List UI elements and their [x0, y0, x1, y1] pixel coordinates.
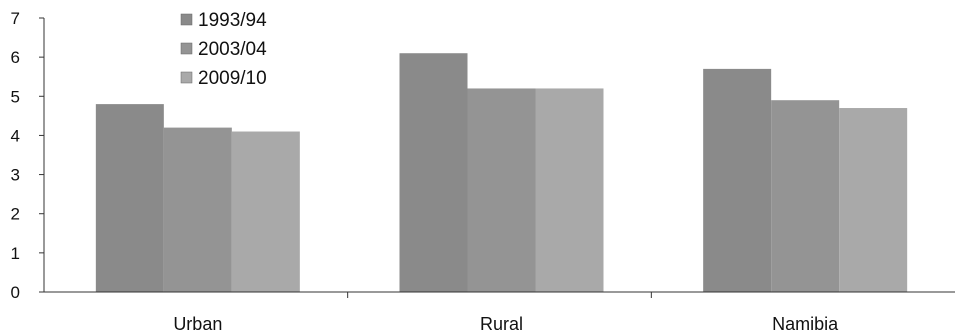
legend-swatch — [180, 42, 193, 55]
bar-namibia-2009-10 — [839, 108, 908, 293]
x-labels-group: Urban Rural Namibia — [173, 292, 839, 334]
y-tick-label: 0 — [11, 283, 20, 302]
bar-rural-2009-10 — [535, 88, 604, 292]
bar-urban-2009-10 — [231, 131, 300, 292]
legend: 1993/94 2003/04 2009/10 — [180, 10, 267, 89]
bar-namibia-2003-04 — [771, 100, 840, 292]
y-tick-label: 2 — [11, 205, 20, 224]
legend-swatch — [180, 13, 193, 26]
y-tick-label: 3 — [11, 166, 20, 185]
legend-label: 2003/04 — [198, 39, 267, 60]
legend-swatch — [180, 71, 193, 84]
x-category-label: Namibia — [772, 314, 839, 334]
bars-group — [95, 53, 908, 293]
axes-group — [43, 18, 955, 293]
bar-urban-1993-94 — [95, 104, 164, 292]
y-tick-label: 1 — [11, 244, 20, 263]
bar-urban-2003-04 — [163, 127, 232, 292]
y-tick-label: 4 — [11, 126, 20, 145]
y-ticks-group: 0 1 2 3 4 5 6 7 — [11, 9, 44, 302]
bar-rural-2003-04 — [467, 88, 536, 292]
y-tick-label: 5 — [11, 87, 20, 106]
x-category-label: Urban — [173, 314, 222, 334]
y-tick-label: 7 — [11, 9, 20, 28]
x-category-label: Rural — [480, 314, 523, 334]
y-tick-label: 6 — [11, 48, 20, 67]
legend-label: 1993/94 — [198, 10, 267, 31]
bar-rural-1993-94 — [399, 53, 468, 292]
bar-namibia-1993-94 — [703, 68, 772, 292]
legend-label: 2009/10 — [198, 68, 267, 89]
